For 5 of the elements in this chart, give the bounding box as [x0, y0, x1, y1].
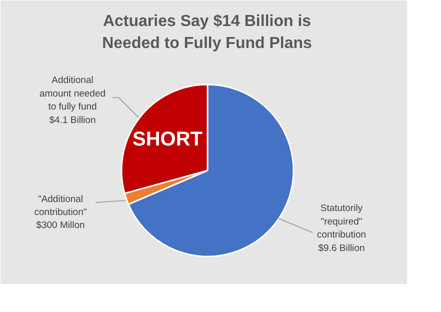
- slice-label: Additional amount needed to fully fund $4.1 Billion: [39, 75, 106, 126]
- chart-title: Actuaries Say $14 Billion is Needed to Fully Fund Plans: [102, 12, 312, 52]
- slice-label: Statutorily "required" contribution $9.6 Billion: [316, 203, 366, 254]
- text: SHORT: [132, 128, 202, 150]
- slice-label: "Additional contribution" $300 Millon: [34, 194, 87, 232]
